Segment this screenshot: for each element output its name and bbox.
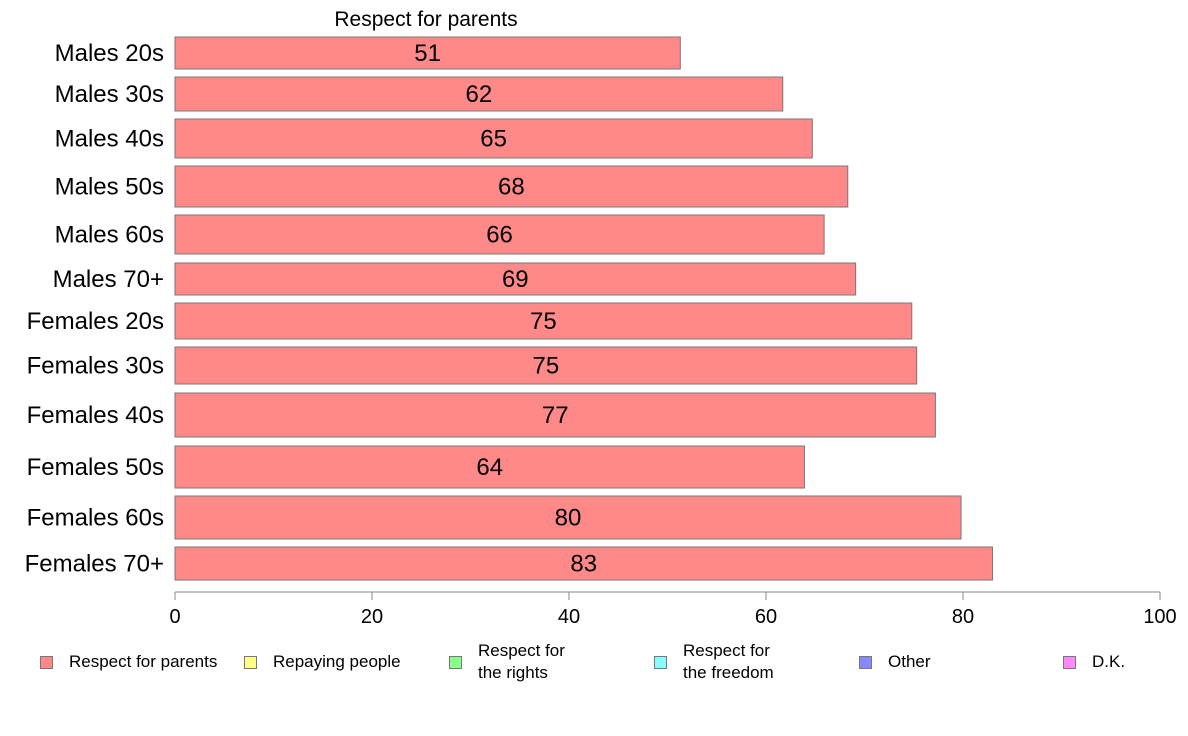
category-label: Females 50s — [27, 454, 164, 481]
legend-swatch — [40, 655, 53, 669]
legend-label: D.K. — [1092, 652, 1126, 671]
bar — [174, 346, 918, 385]
category-label: Males 30s — [55, 81, 164, 108]
bar — [174, 36, 681, 70]
legend-swatch — [449, 655, 462, 669]
category-label: Males 40s — [55, 126, 164, 153]
legend-label: Other — [888, 652, 931, 671]
x-tick-label: 100 — [1143, 606, 1176, 628]
category-label: Females 30s — [27, 353, 164, 380]
category-label: Males 60s — [55, 222, 164, 249]
category-label: Females 40s — [27, 402, 164, 429]
bar — [174, 445, 805, 489]
legend-item: Respect for the freedom — [654, 640, 774, 684]
legend-label: Repaying people — [273, 652, 401, 671]
data-label: 51 — [414, 40, 441, 67]
data-label: 77 — [542, 402, 569, 429]
bar — [174, 392, 936, 438]
bar — [174, 214, 825, 255]
category-label: Males 50s — [55, 174, 164, 201]
legend-item: D.K. — [1063, 651, 1125, 673]
bar — [174, 495, 962, 540]
x-tick-label: 20 — [361, 606, 383, 628]
x-tick-label: 40 — [558, 606, 580, 628]
x-axis: 0 20 40 60 80 100 — [169, 591, 1177, 628]
legend-swatch — [654, 655, 667, 669]
data-label: 75 — [530, 308, 557, 335]
bar — [174, 302, 913, 340]
data-label: 69 — [502, 266, 529, 293]
bar — [174, 546, 994, 581]
data-label: 68 — [498, 174, 525, 201]
legend-item: Other — [859, 651, 931, 673]
legend-item: Repaying people — [244, 651, 401, 673]
data-label: 65 — [480, 126, 507, 153]
legend-swatch — [859, 655, 872, 669]
x-tick-label: 0 — [169, 606, 180, 628]
bar — [174, 118, 813, 159]
legend-label: Respect for parents — [69, 652, 218, 671]
data-label: 75 — [533, 353, 560, 380]
legend-label: Respect for the rights — [478, 641, 565, 682]
legend: Respect for parents Repaying people Respec… — [0, 640, 1188, 690]
category-label: Males 70+ — [53, 266, 164, 293]
category-labels: Males 20s Males 30s Males 40s Males 50s Male… — [25, 40, 164, 578]
legend-label: Respect for the freedom — [683, 641, 774, 682]
category-label: Females 20s — [27, 308, 164, 335]
data-label: 62 — [466, 81, 493, 108]
legend-item: Respect for parents — [40, 651, 217, 673]
category-label: Females 70+ — [25, 551, 164, 578]
legend-item: Respect for the rights — [449, 640, 565, 684]
data-label: 64 — [476, 454, 503, 481]
chart-title: Respect for parents — [334, 8, 517, 31]
data-label: 83 — [570, 551, 597, 578]
x-tick-label: 80 — [952, 606, 974, 628]
bar — [174, 262, 857, 296]
bars-layer — [174, 36, 994, 581]
legend-swatch — [244, 655, 257, 669]
data-label: 66 — [486, 222, 513, 249]
bar — [174, 165, 849, 208]
category-label: Males 20s — [55, 40, 164, 67]
legend-swatch — [1063, 655, 1076, 669]
data-label: 80 — [555, 505, 582, 532]
category-label: Females 60s — [27, 505, 164, 532]
bar — [174, 76, 784, 112]
x-tick-label: 60 — [755, 606, 777, 628]
